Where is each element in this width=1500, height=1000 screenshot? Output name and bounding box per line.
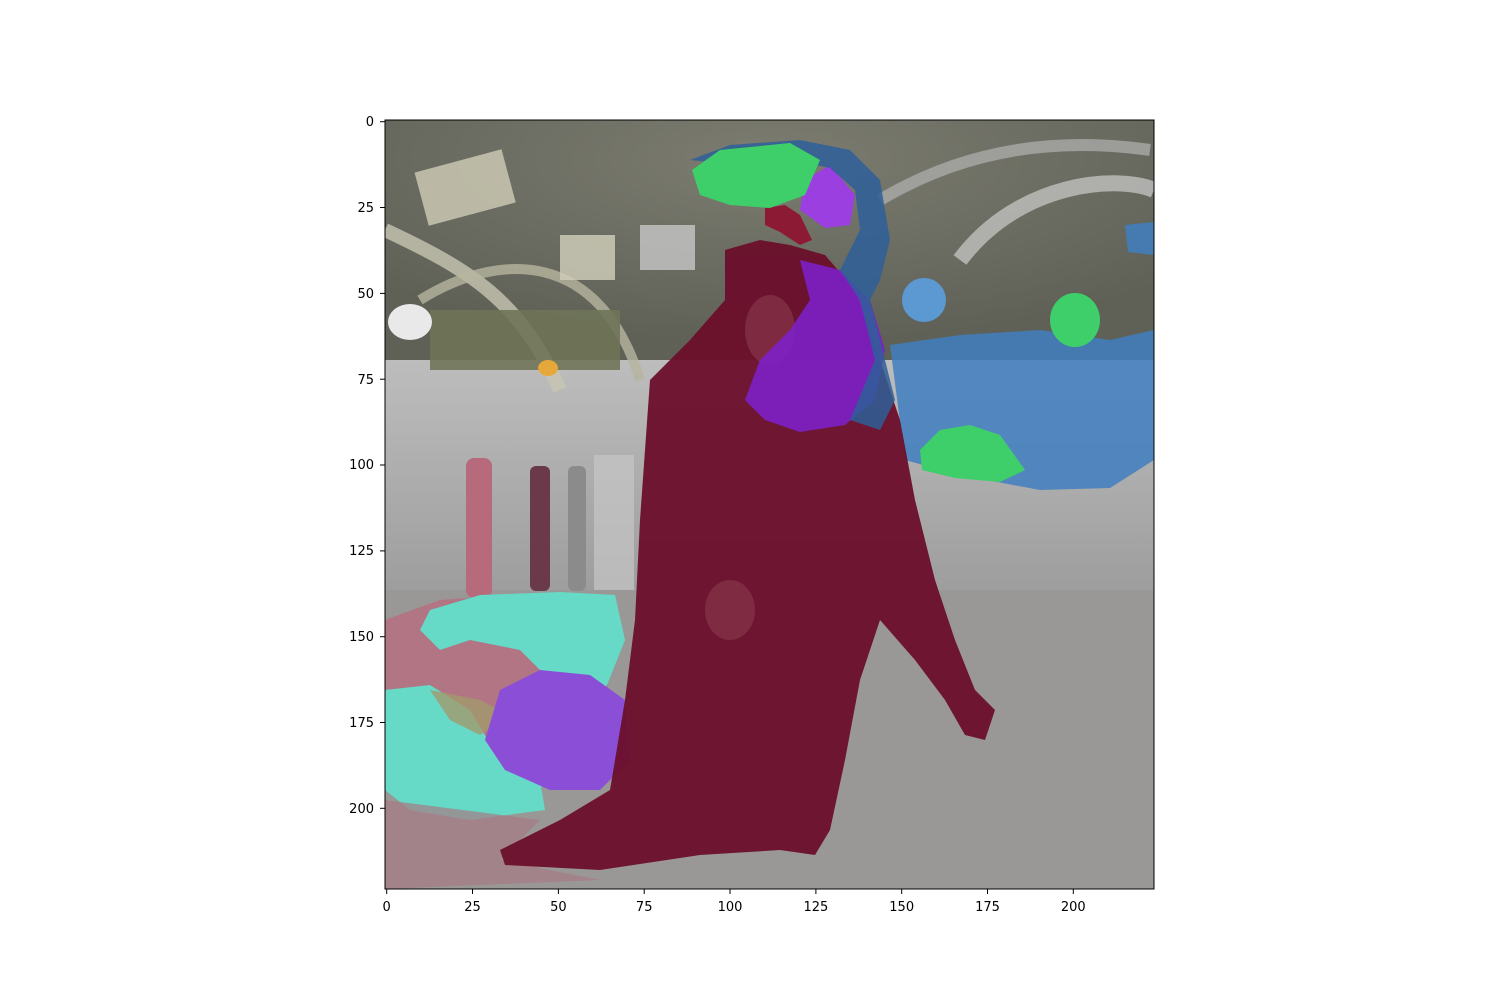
x-tick-label: 125 (803, 900, 828, 915)
y-tick-label: 0 (366, 115, 374, 130)
ceiling-panel (640, 225, 695, 270)
background-person (466, 458, 492, 598)
y-axis: 0 25 50 75 100 125 150 175 200 (349, 115, 385, 817)
cyan-segment (385, 685, 545, 820)
background-door (594, 455, 634, 590)
y-tick-label: 100 (349, 458, 374, 473)
y-tick-label: 125 (349, 544, 374, 559)
green-segment (1050, 293, 1100, 347)
x-tick-label: 25 (464, 900, 481, 915)
dark-red-segment (765, 205, 812, 245)
ceiling-panel (414, 149, 516, 226)
ceiling-arch-mid (417, 264, 645, 382)
x-tick-label: 75 (636, 900, 653, 915)
green-segment (692, 143, 820, 208)
axes-frame (384, 119, 1155, 890)
ceiling-arch-right (953, 175, 1154, 265)
rose-floor (385, 800, 600, 889)
blue-segment (1125, 222, 1154, 255)
background-person (568, 466, 586, 591)
y-tick-label: 175 (349, 716, 374, 731)
blue-segment (902, 278, 946, 322)
blue-segment (690, 140, 895, 430)
ceiling-arch-right2 (876, 139, 1151, 206)
light-fixture (388, 304, 432, 340)
cyan-segment (420, 592, 625, 690)
violet-segment (800, 165, 855, 228)
green-segment (920, 425, 1025, 482)
x-tick-label: 100 (718, 900, 743, 915)
image-panel (385, 120, 1154, 889)
x-tick-label: 175 (975, 900, 1000, 915)
ceiling-panel (560, 235, 615, 280)
x-axis: 0 25 50 75 100 125 150 175 200 (383, 889, 1086, 915)
violet-segment (745, 260, 885, 432)
rose-highlight (705, 580, 755, 640)
y-tick-label: 75 (357, 373, 374, 388)
light-fixture (538, 360, 558, 376)
x-tick-label: 200 (1061, 900, 1086, 915)
y-tick-label: 200 (349, 802, 374, 817)
x-tick-label: 50 (550, 900, 567, 915)
x-tick-label: 0 (383, 900, 391, 915)
y-tick-label: 50 (357, 287, 374, 302)
y-tick-label: 150 (349, 630, 374, 645)
x-tick-label: 150 (889, 900, 914, 915)
y-tick-label: 25 (357, 201, 374, 216)
ceiling-grid (430, 310, 620, 370)
purple-segment (485, 670, 630, 790)
background-person (530, 466, 550, 591)
